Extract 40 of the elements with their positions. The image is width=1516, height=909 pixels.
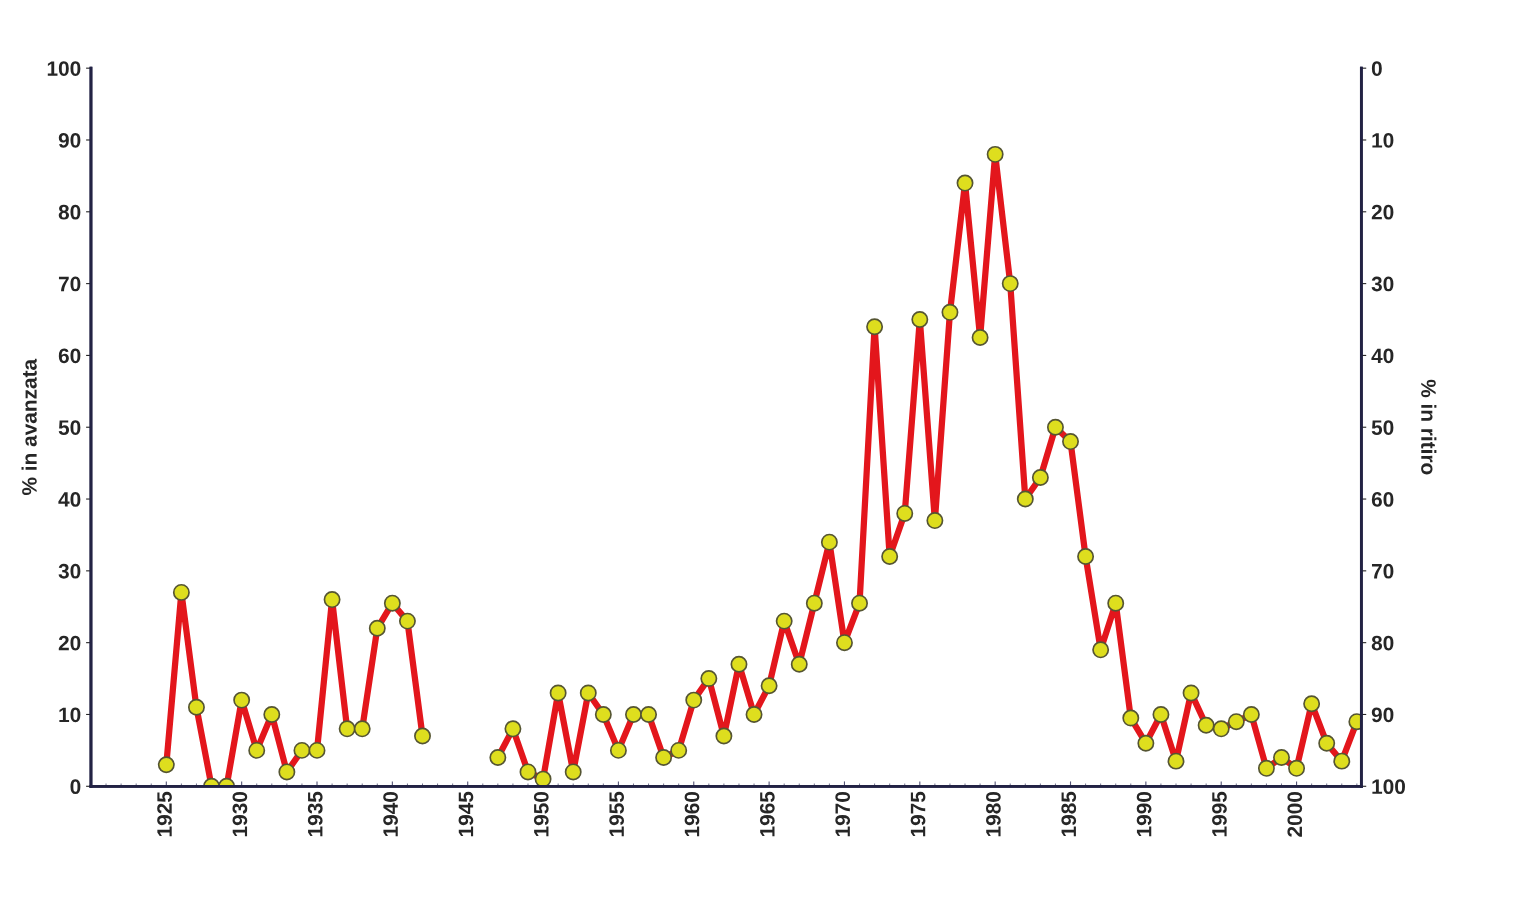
y-tick-label: 100 [47,61,81,76]
x-tick-label: 2000 [1287,792,1303,837]
y2-tick-label: 70 [1371,563,1394,579]
x-tick-label: 1925 [157,791,172,837]
x-tick-label: 1960 [684,792,700,837]
y2-tick-label: 100 [1372,779,1405,795]
y2-tick-label: 20 [1371,204,1394,220]
y2-tick-label: 50 [1371,420,1394,435]
y2-tick-label: 30 [1371,276,1394,292]
y2-tick-label: 60 [1371,492,1394,507]
x-tick-label: 1985 [1061,791,1077,837]
y-tick-label: 60 [58,348,81,364]
x-tick-label: 1980 [986,792,1001,837]
y-tick-label: 80 [58,204,81,220]
x-tick-label: 1935 [307,791,323,837]
x-tick-label: 1950 [533,792,549,837]
y2-tick-label: 90 [1371,707,1394,723]
y-tick-label: 40 [58,492,81,507]
y-tick-label: 50 [58,420,81,435]
y-tick-label: 70 [58,276,81,292]
x-tick-label: 1965 [759,791,775,837]
y-axis-title: % in avanzata [21,358,37,496]
x-tick-label: 1945 [458,791,474,837]
y-tick-label: 10 [59,707,81,723]
x-tick-label: 1975 [910,791,926,837]
y2-tick-label: 10 [1372,132,1394,148]
y2-tick-label: 80 [1371,635,1394,651]
y-tick-label: 0 [70,779,81,795]
y-tick-label: 30 [58,563,81,579]
x-tick-label: 1990 [1136,792,1152,837]
y2-tick-label: 0 [1371,61,1382,76]
x-tick-label: 1930 [232,792,248,837]
x-tick-label: 1955 [609,791,625,837]
x-tick-label: 1970 [835,792,851,837]
y2-tick-label: 40 [1371,348,1394,364]
y-tick-label: 90 [58,132,81,148]
y-tick-label: 20 [58,635,81,651]
y2-axis-title: % in ritiro [1421,379,1437,475]
x-tick-label: 1995 [1212,791,1227,837]
x-tick-label: 1940 [383,792,398,837]
